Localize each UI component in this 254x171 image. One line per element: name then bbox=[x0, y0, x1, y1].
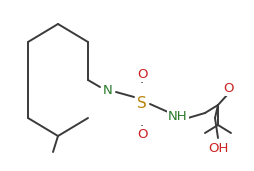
Text: OH: OH bbox=[208, 141, 228, 155]
Text: S: S bbox=[137, 96, 147, 111]
Text: O: O bbox=[137, 68, 147, 81]
Text: NH: NH bbox=[168, 110, 188, 123]
Text: N: N bbox=[103, 83, 113, 96]
Text: O: O bbox=[223, 82, 233, 95]
Text: O: O bbox=[137, 128, 147, 141]
